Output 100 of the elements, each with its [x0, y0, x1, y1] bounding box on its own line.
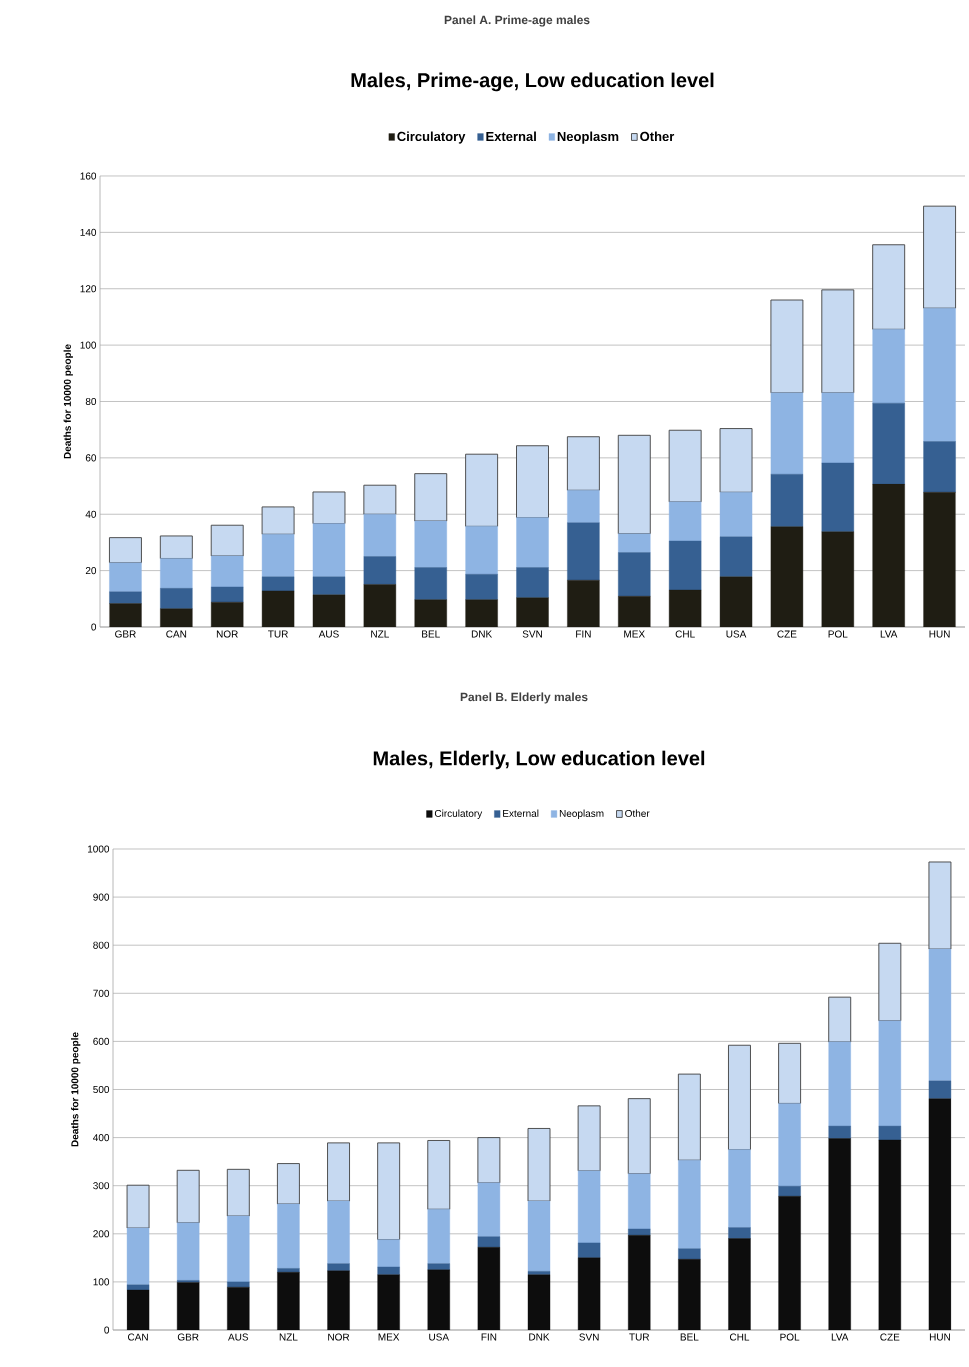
- bar: [628, 1173, 651, 1230]
- bar: [728, 1238, 751, 1330]
- y-tick-label: 100: [93, 1278, 110, 1286]
- x-tick-label: NZL: [371, 630, 389, 638]
- bar: [176, 1222, 200, 1281]
- bar: [211, 555, 244, 588]
- bar: [159, 535, 193, 559]
- x-tick-label: CZE: [777, 630, 797, 638]
- legend-label: Neoplasm: [557, 131, 619, 144]
- bar: [211, 586, 244, 603]
- bar: [516, 567, 549, 598]
- bar: [928, 1080, 952, 1099]
- y-axis-title: Deaths for 10000 people: [71, 1032, 81, 1147]
- legend-label: Other: [640, 131, 675, 142]
- x-tick-label: SVN: [522, 630, 542, 638]
- y-axis-title: Deaths for 10000 people: [63, 344, 73, 459]
- bar: [414, 567, 447, 600]
- x-tick-label: TUR: [268, 630, 288, 638]
- bar: [363, 556, 397, 585]
- bar: [126, 1184, 150, 1229]
- bar: [778, 1196, 801, 1330]
- bar: [312, 523, 346, 578]
- y-tick-label: 0: [91, 623, 97, 631]
- y-tick-label: 140: [80, 228, 97, 236]
- bar: [261, 576, 295, 592]
- bar: [928, 861, 952, 950]
- bar: [477, 1137, 501, 1184]
- bar: [627, 1098, 651, 1175]
- x-tick-label: AUS: [318, 630, 339, 638]
- bar: [414, 520, 447, 568]
- y-tick-label: 100: [80, 341, 97, 349]
- x-tick-label: MEX: [378, 1333, 400, 1341]
- x-tick-label: POL: [828, 630, 848, 638]
- bar: [210, 524, 244, 557]
- bar: [327, 1200, 350, 1264]
- bar: [928, 1098, 952, 1330]
- bar: [261, 506, 295, 535]
- bar: [778, 1042, 802, 1104]
- bar: [872, 244, 906, 330]
- bar: [618, 533, 651, 553]
- bar: [728, 1149, 751, 1228]
- x-tick-label: CZE: [880, 1333, 900, 1341]
- bar: [628, 1235, 651, 1330]
- y-tick-label: 600: [93, 1037, 110, 1045]
- x-tick-label: FIN: [481, 1333, 497, 1341]
- bar: [719, 428, 753, 493]
- bar: [577, 1242, 601, 1259]
- y-tick-label: 800: [93, 941, 110, 949]
- bar: [377, 1266, 400, 1275]
- bar: [878, 1139, 902, 1330]
- x-tick-label: LVA: [831, 1333, 849, 1341]
- x-tick-label: GBR: [177, 1333, 199, 1341]
- bar: [126, 1284, 150, 1291]
- bar: [377, 1274, 400, 1330]
- bar: [261, 534, 295, 578]
- bar: [277, 1272, 300, 1330]
- bar: [577, 1105, 601, 1172]
- x-tick-label: BEL: [680, 1333, 699, 1341]
- bar: [770, 299, 804, 394]
- bar: [312, 576, 346, 596]
- legend-label: Circulatory: [434, 809, 483, 819]
- bar: [227, 1281, 250, 1288]
- x-tick-label: HUN: [929, 630, 950, 638]
- bar: [923, 307, 956, 442]
- bar: [126, 1289, 150, 1330]
- bar: [363, 484, 397, 515]
- bar: [567, 490, 600, 523]
- y-tick-label: 160: [80, 172, 97, 180]
- x-tick-label: CHL: [675, 630, 695, 638]
- chart-title: Males, Prime-age, Low education level: [351, 72, 714, 92]
- bar: [227, 1286, 250, 1330]
- x-tick-label: USA: [429, 1333, 450, 1341]
- x-tick-label: USA: [726, 630, 747, 638]
- bar: [108, 537, 142, 564]
- bar: [878, 1125, 902, 1141]
- bar: [176, 1169, 200, 1224]
- bar: [872, 329, 905, 404]
- y-tick-label: 300: [93, 1182, 110, 1190]
- bar: [719, 492, 753, 537]
- x-tick-label: AUS: [228, 1333, 249, 1341]
- x-tick-label: SVN: [579, 1333, 599, 1341]
- y-tick-label: 200: [93, 1230, 110, 1238]
- bar: [427, 1269, 450, 1330]
- bar: [126, 1227, 150, 1285]
- bar: [821, 462, 854, 532]
- bar: [770, 392, 804, 475]
- bar: [668, 429, 702, 503]
- y-tick-label: 80: [85, 397, 97, 406]
- x-tick-label: CHL: [729, 1333, 750, 1341]
- x-tick-label: DNK: [471, 630, 493, 638]
- legend-label: Other: [625, 809, 650, 817]
- legend-label: Neoplasm: [559, 809, 604, 819]
- text: Panel B. Elderly males: [460, 692, 588, 704]
- bar: [878, 942, 902, 1022]
- bar: [176, 1282, 200, 1330]
- bar: [327, 1142, 350, 1202]
- bar: [109, 562, 142, 592]
- bar: [828, 1041, 851, 1127]
- x-tick-label: POL: [780, 1333, 800, 1341]
- x-tick-label: GBR: [115, 630, 136, 638]
